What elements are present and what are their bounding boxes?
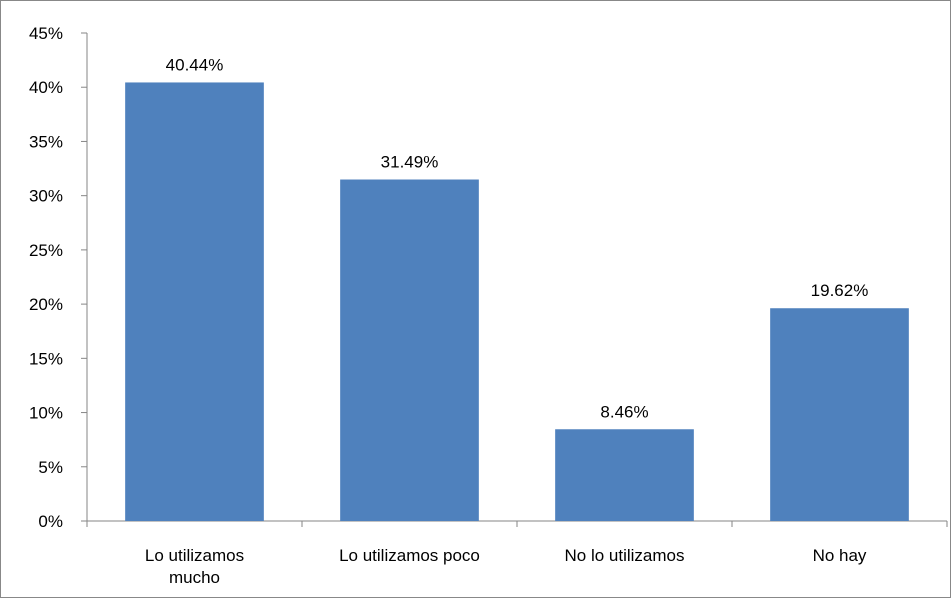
y-tick-label: 45% xyxy=(29,24,63,43)
data-label: 8.46% xyxy=(600,402,648,421)
category-label-line: Lo utilizamos xyxy=(145,546,244,565)
y-tick-label: 30% xyxy=(29,187,63,206)
category-label-line: Lo utilizamos poco xyxy=(339,546,480,565)
category-label: No hay xyxy=(813,546,867,565)
y-tick-label: 20% xyxy=(29,295,63,314)
labels: 0% 5% 10% 15% 20% 25% 30% 35% 40% 45% 40.44% Lo uti… xyxy=(29,24,868,587)
category-label: Lo utilizamos poco xyxy=(339,546,480,565)
category-label: No lo utilizamos xyxy=(565,546,685,565)
data-label: 31.49% xyxy=(381,153,439,172)
bar xyxy=(125,82,264,521)
category-label-line: No lo utilizamos xyxy=(565,546,685,565)
y-tick-label: 0% xyxy=(38,512,63,531)
category-label-line: mucho xyxy=(169,568,220,587)
y-tick-label: 35% xyxy=(29,132,63,151)
y-tick-label: 15% xyxy=(29,349,63,368)
data-label: 19.62% xyxy=(811,281,869,300)
bar xyxy=(770,308,909,521)
category-label-line: No hay xyxy=(813,546,867,565)
y-tick-label: 5% xyxy=(38,458,63,477)
y-tick-label: 25% xyxy=(29,241,63,260)
bars xyxy=(125,82,909,522)
y-tick-label: 40% xyxy=(29,78,63,97)
y-tick-label: 10% xyxy=(29,404,63,423)
bar xyxy=(340,179,479,522)
data-label: 40.44% xyxy=(166,55,224,74)
category-label: Lo utilizamos mucho xyxy=(145,546,244,587)
bar xyxy=(555,429,694,521)
